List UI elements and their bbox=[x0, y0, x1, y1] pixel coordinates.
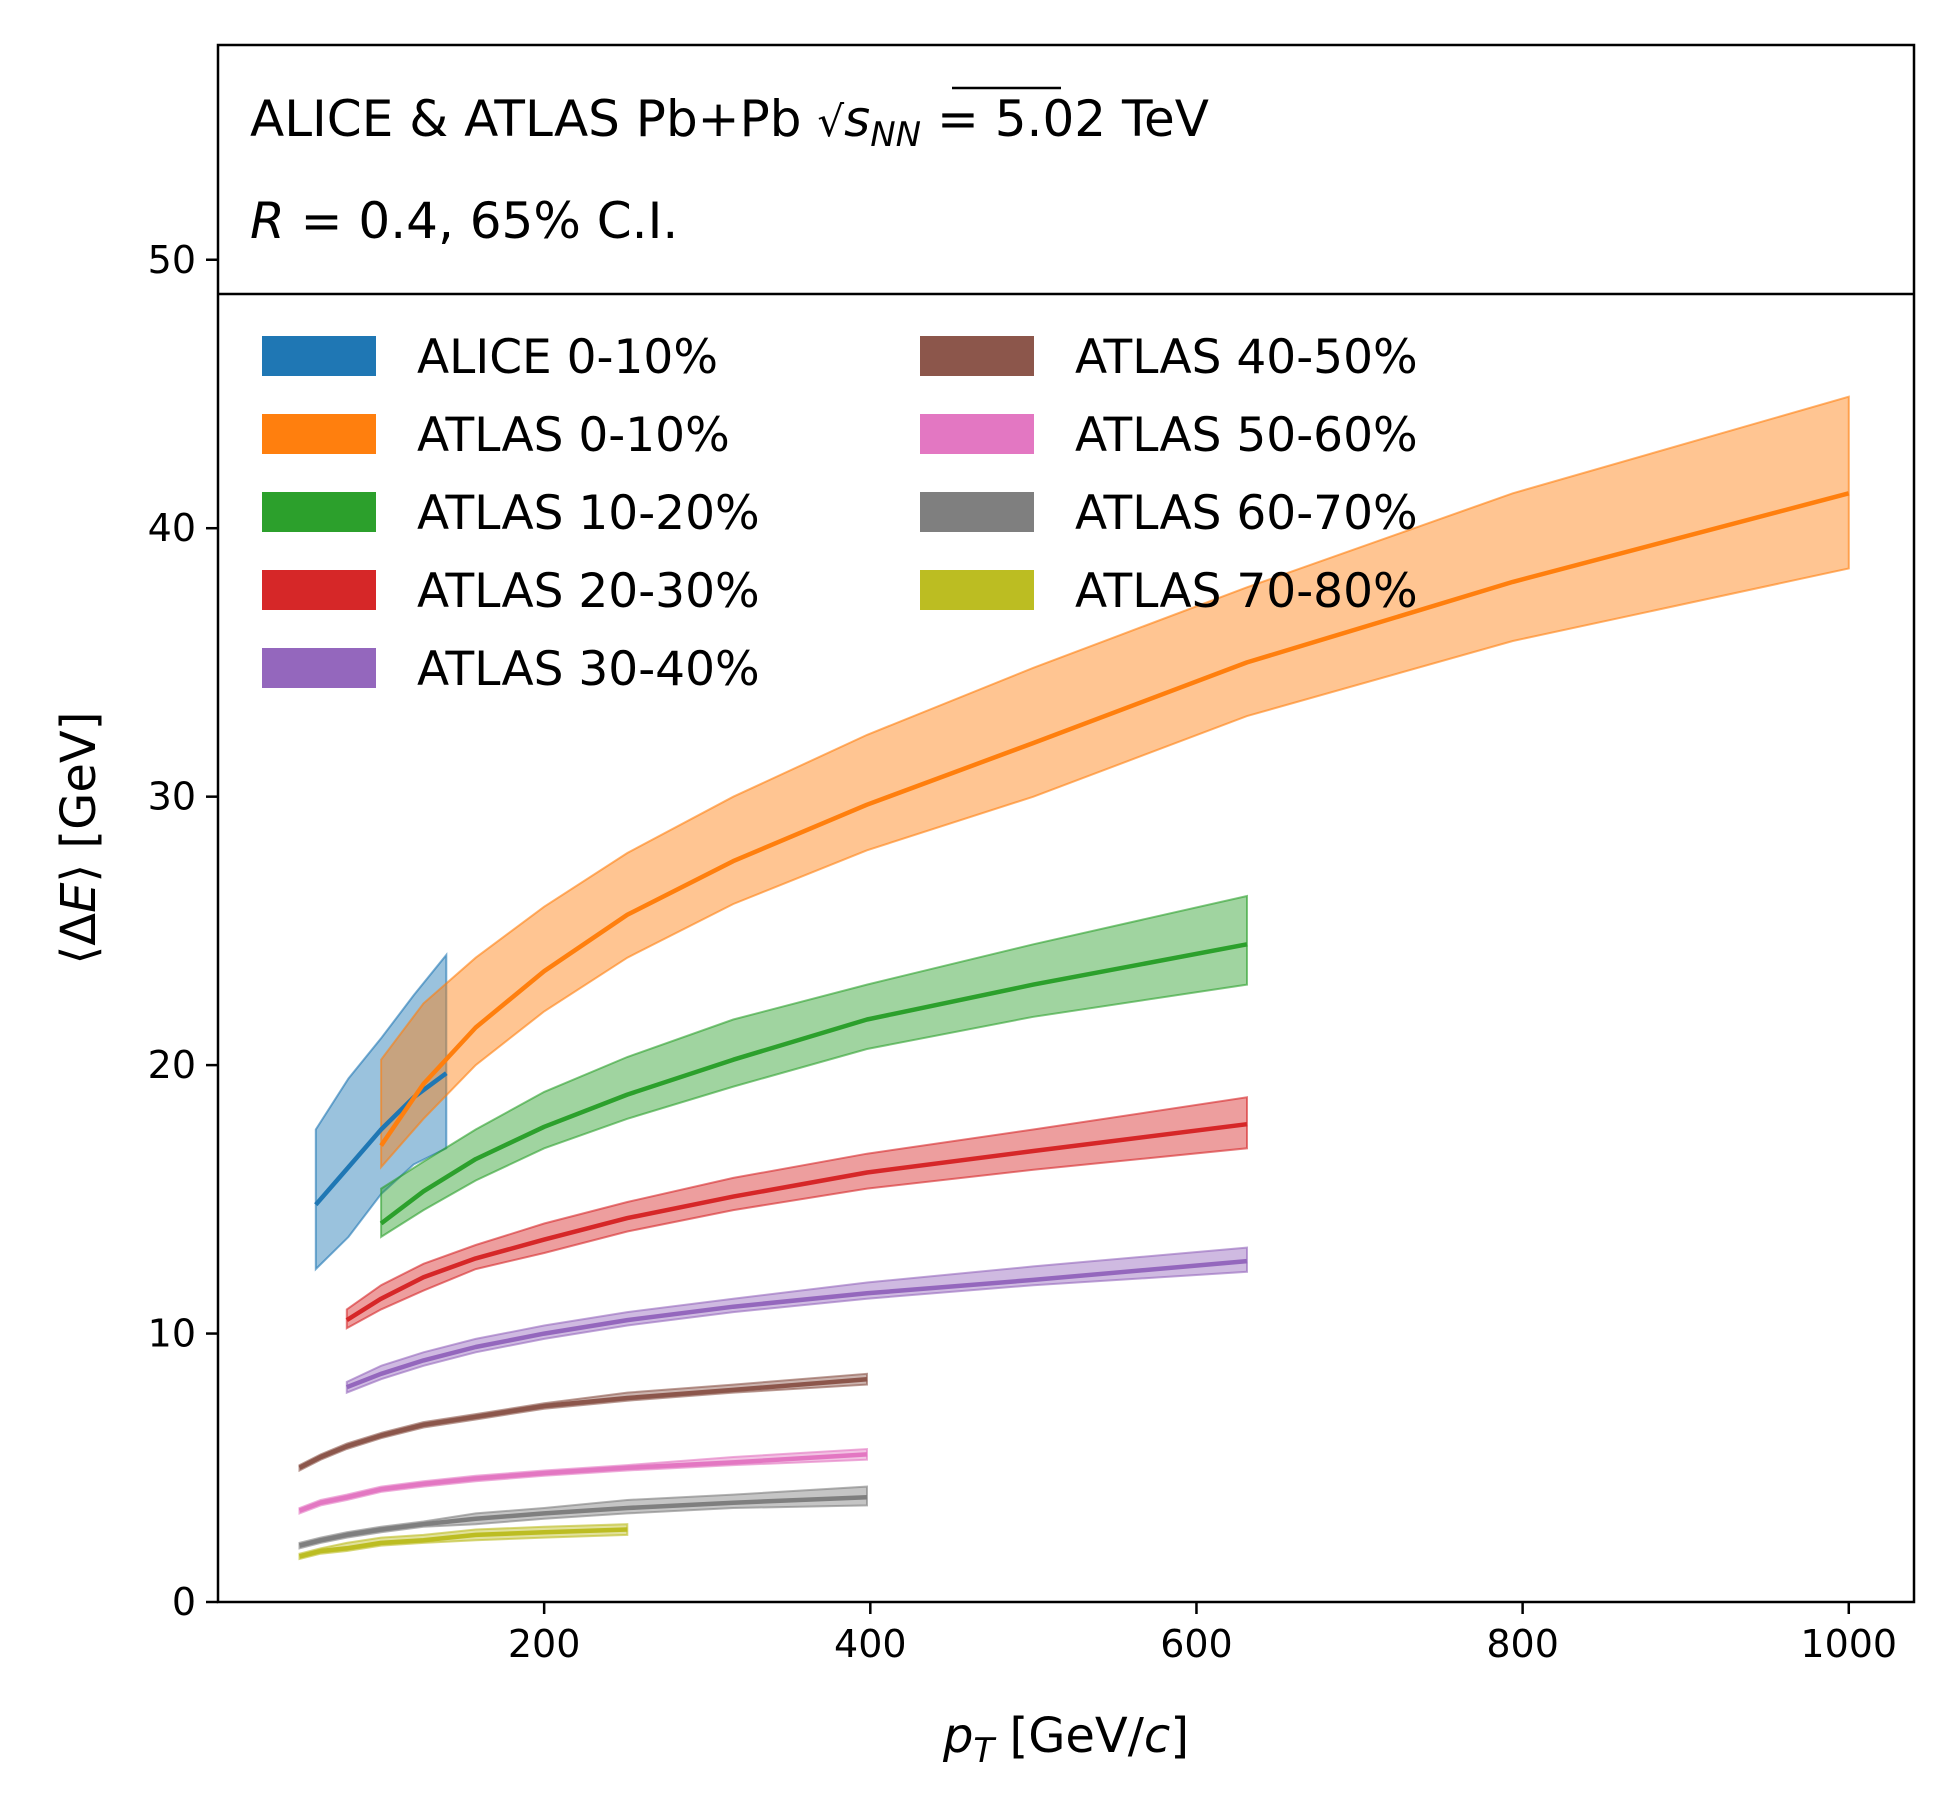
legend-label-atlas-20-30: ATLAS 20-30% bbox=[417, 564, 760, 619]
legend-swatch-alice-0-10 bbox=[262, 336, 376, 376]
x-tick-label: 1000 bbox=[1800, 1622, 1897, 1666]
legend-label-atlas-50-60: ATLAS 50-60% bbox=[1075, 408, 1418, 463]
y-tick-label: 20 bbox=[148, 1043, 196, 1087]
legend: ALICE 0-10% ATLAS 0-10% ATLAS 10-20% ATLAS … bbox=[262, 330, 1418, 697]
line-atlas-70-80 bbox=[298, 1527, 628, 1559]
legend-label-atlas-60-70: ATLAS 60-70% bbox=[1075, 486, 1418, 541]
x-axis-label: pT [GeV/c] bbox=[942, 1708, 1189, 1771]
band-atlas-50-60 bbox=[298, 1447, 868, 1515]
line-alice-0-10 bbox=[314, 1071, 448, 1207]
x-tick-label: 400 bbox=[834, 1622, 907, 1666]
line-atlas-10-20 bbox=[379, 942, 1248, 1226]
x-tick-label: 200 bbox=[508, 1622, 581, 1666]
header-line-2: R = 0.4, 65% C.I. bbox=[250, 192, 678, 250]
legend-label-atlas-0-10: ATLAS 0-10% bbox=[417, 408, 730, 463]
line-atlas-60-70 bbox=[298, 1495, 868, 1548]
legend-swatch-atlas-50-60 bbox=[920, 414, 1034, 454]
line-atlas-0-10 bbox=[379, 491, 1850, 1147]
line-atlas-30-40 bbox=[345, 1258, 1248, 1390]
legend-swatch-atlas-0-10 bbox=[262, 414, 376, 454]
legend-label-atlas-40-50: ATLAS 40-50% bbox=[1075, 330, 1418, 385]
legend-label-atlas-70-80: ATLAS 70-80% bbox=[1075, 564, 1418, 619]
band-atlas-20-30 bbox=[345, 1096, 1248, 1330]
legend-swatch-atlas-10-20 bbox=[262, 492, 376, 532]
line-atlas-50-60 bbox=[298, 1452, 868, 1513]
plot-frame bbox=[216, 43, 1916, 1604]
legend-swatch-atlas-40-50 bbox=[920, 336, 1034, 376]
band-atlas-10-20 bbox=[380, 894, 1248, 1239]
y-axis-ticks: 0 10 20 30 40 50 bbox=[148, 238, 218, 1624]
y-tick-label: 10 bbox=[148, 1312, 196, 1356]
line-atlas-40-50 bbox=[298, 1376, 868, 1470]
legend-swatch-atlas-30-40 bbox=[262, 648, 376, 688]
y-axis-label: ⟨ΔE⟩ [GeV] bbox=[51, 712, 107, 965]
y-tick-label: 0 bbox=[172, 1580, 196, 1624]
legend-label-alice-0-10: ALICE 0-10% bbox=[417, 330, 718, 385]
y-tick-label: 40 bbox=[148, 506, 196, 550]
header-line-1: ALICE & ATLAS Pb+Pb √sNN = 5.02 TeV bbox=[250, 90, 1209, 155]
y-tick-label: 50 bbox=[148, 238, 196, 282]
series-lines bbox=[298, 491, 1850, 1559]
legend-swatch-atlas-20-30 bbox=[262, 570, 376, 610]
x-axis-ticks: 200 400 600 800 1000 bbox=[508, 1602, 1897, 1666]
x-tick-label: 800 bbox=[1486, 1622, 1559, 1666]
line-atlas-20-30 bbox=[345, 1121, 1248, 1323]
legend-swatch-atlas-70-80 bbox=[920, 570, 1034, 610]
band-atlas-30-40 bbox=[345, 1246, 1248, 1395]
y-tick-label: 30 bbox=[148, 775, 196, 819]
legend-label-atlas-30-40: ATLAS 30-40% bbox=[417, 642, 760, 697]
x-tick-label: 600 bbox=[1160, 1622, 1233, 1666]
legend-swatch-atlas-60-70 bbox=[920, 492, 1034, 532]
legend-label-atlas-10-20: ATLAS 10-20% bbox=[417, 486, 760, 541]
